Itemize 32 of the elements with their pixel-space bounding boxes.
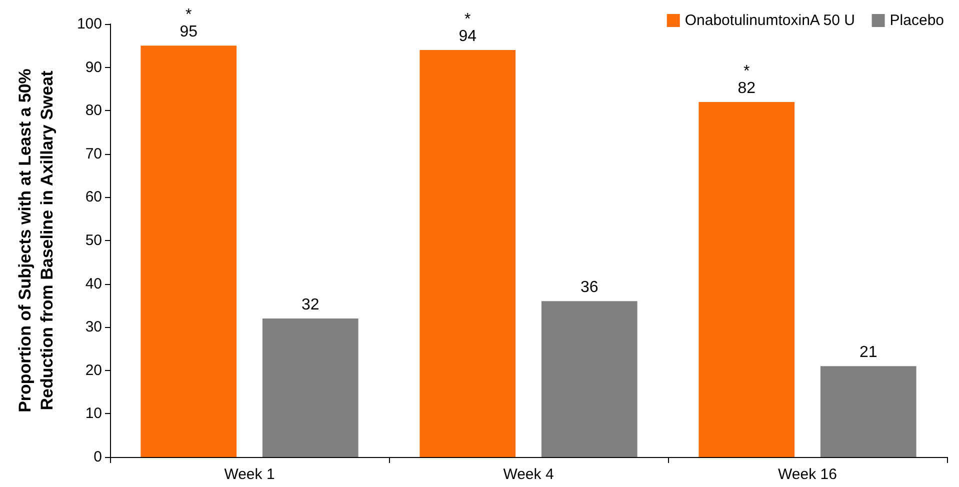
legend-label: Placebo: [890, 12, 944, 29]
data-label: 95: [180, 24, 198, 41]
y-tick-label: 20: [85, 362, 102, 379]
bar: [420, 50, 516, 457]
x-tick-label: Week 1: [224, 466, 275, 483]
y-tick-label: 0: [94, 448, 102, 466]
y-tick-label: 90: [85, 58, 102, 76]
x-tick-label: Week 4: [503, 466, 554, 483]
data-label: 94: [458, 28, 477, 45]
y-tick-label: 30: [85, 318, 102, 336]
y-tick-label: 100: [76, 16, 102, 32]
text: *: [186, 6, 192, 24]
bar: [698, 102, 795, 457]
y-tick-label: 40: [85, 275, 102, 292]
bar: [820, 366, 916, 457]
bar: [140, 46, 237, 457]
bar: [541, 301, 638, 457]
y-axis-title: Proportion of Subjects with at Least a 50% Reduction from Baseline in Axillary Sweat: [16, 68, 56, 412]
y-tick-label: 70: [85, 145, 102, 162]
y-tick-label: 10: [85, 405, 102, 422]
bar: [262, 318, 358, 457]
y-tick-label: 50: [85, 232, 102, 249]
annotation: *: [744, 62, 750, 80]
data-label: 82: [738, 80, 756, 97]
data-label: 36: [580, 279, 598, 296]
data-label: 21: [859, 344, 878, 362]
x-tick-label: Week 16: [778, 466, 837, 483]
legend-label: OnabotulinumtoxinA 50 U: [684, 12, 855, 29]
data-label: 32: [301, 296, 320, 314]
annotation: *: [464, 10, 471, 28]
y-tick-label: 80: [85, 102, 102, 120]
y-tick-label: 60: [85, 188, 102, 206]
